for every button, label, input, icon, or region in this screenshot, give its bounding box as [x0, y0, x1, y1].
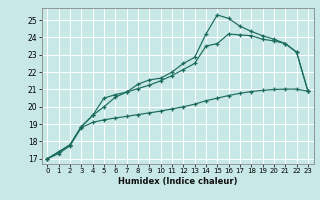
X-axis label: Humidex (Indice chaleur): Humidex (Indice chaleur)	[118, 177, 237, 186]
